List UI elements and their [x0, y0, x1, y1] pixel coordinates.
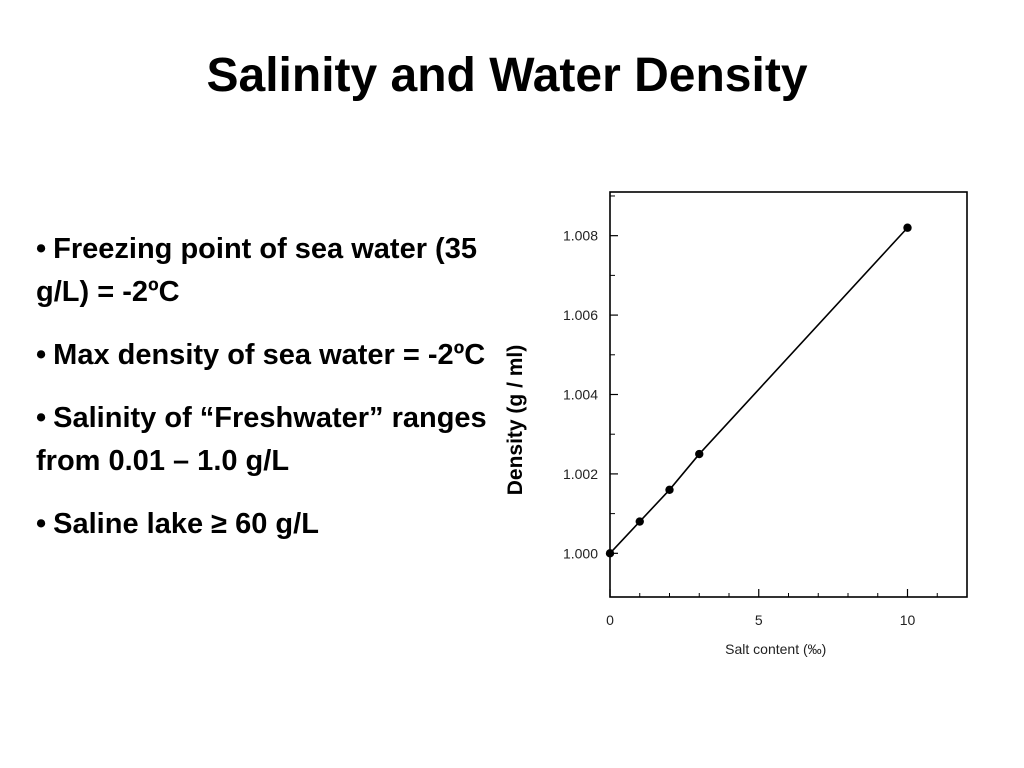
data-point — [903, 223, 912, 232]
bullet-item: • Salinity of “Freshwater” ranges from 0.… — [36, 397, 496, 483]
x-axis-label: Salt content (‰) — [725, 641, 826, 657]
plot-frame — [609, 191, 968, 598]
bullet-item: • Max density of sea water = -2ºC — [36, 334, 496, 377]
y-tick-label: 1.002 — [563, 466, 598, 482]
data-point — [665, 485, 674, 494]
bullet-item: • Saline lake ≥ 60 g/L — [36, 503, 496, 546]
y-tick-label: 1.006 — [563, 307, 598, 323]
bullet-text: Freezing point of sea water (35 g/L) = -… — [36, 233, 477, 308]
y-axis-label: Density (g / ml) — [504, 344, 527, 496]
y-axis-label-container: Density (g / ml) — [500, 300, 532, 540]
y-tick-label: 1.004 — [563, 387, 598, 403]
y-tick-label: 1.000 — [563, 545, 598, 561]
bullet-text: Salinity of “Freshwater” ranges from 0.0… — [36, 402, 487, 477]
data-point — [635, 517, 644, 526]
y-tick-label: 1.008 — [563, 228, 598, 244]
bullet-marker: • — [36, 508, 47, 540]
bullet-list: • Freezing point of sea water (35 g/L) = … — [36, 228, 496, 566]
bullet-item: • Freezing point of sea water (35 g/L) = … — [36, 228, 496, 314]
data-point — [695, 449, 704, 459]
slide-title: Salinity and Water Density — [206, 49, 808, 102]
bullet-text: Max density of sea water = -2ºC — [53, 339, 486, 371]
x-tick-label: 5 — [755, 612, 763, 628]
bullet-marker: • — [36, 233, 47, 265]
bullet-marker: • — [36, 402, 47, 434]
data-point — [605, 549, 615, 558]
bullet-marker: • — [36, 339, 47, 371]
bullet-text: Saline lake ≥ 60 g/L — [53, 508, 319, 540]
density-chart: 1.000 1.002 1.004 1.006 1.008 0 5 10 Salt conten… — [563, 191, 968, 657]
x-tick-label: 10 — [900, 612, 916, 628]
x-tick-label: 0 — [606, 612, 614, 628]
series-line — [609, 227, 909, 554]
